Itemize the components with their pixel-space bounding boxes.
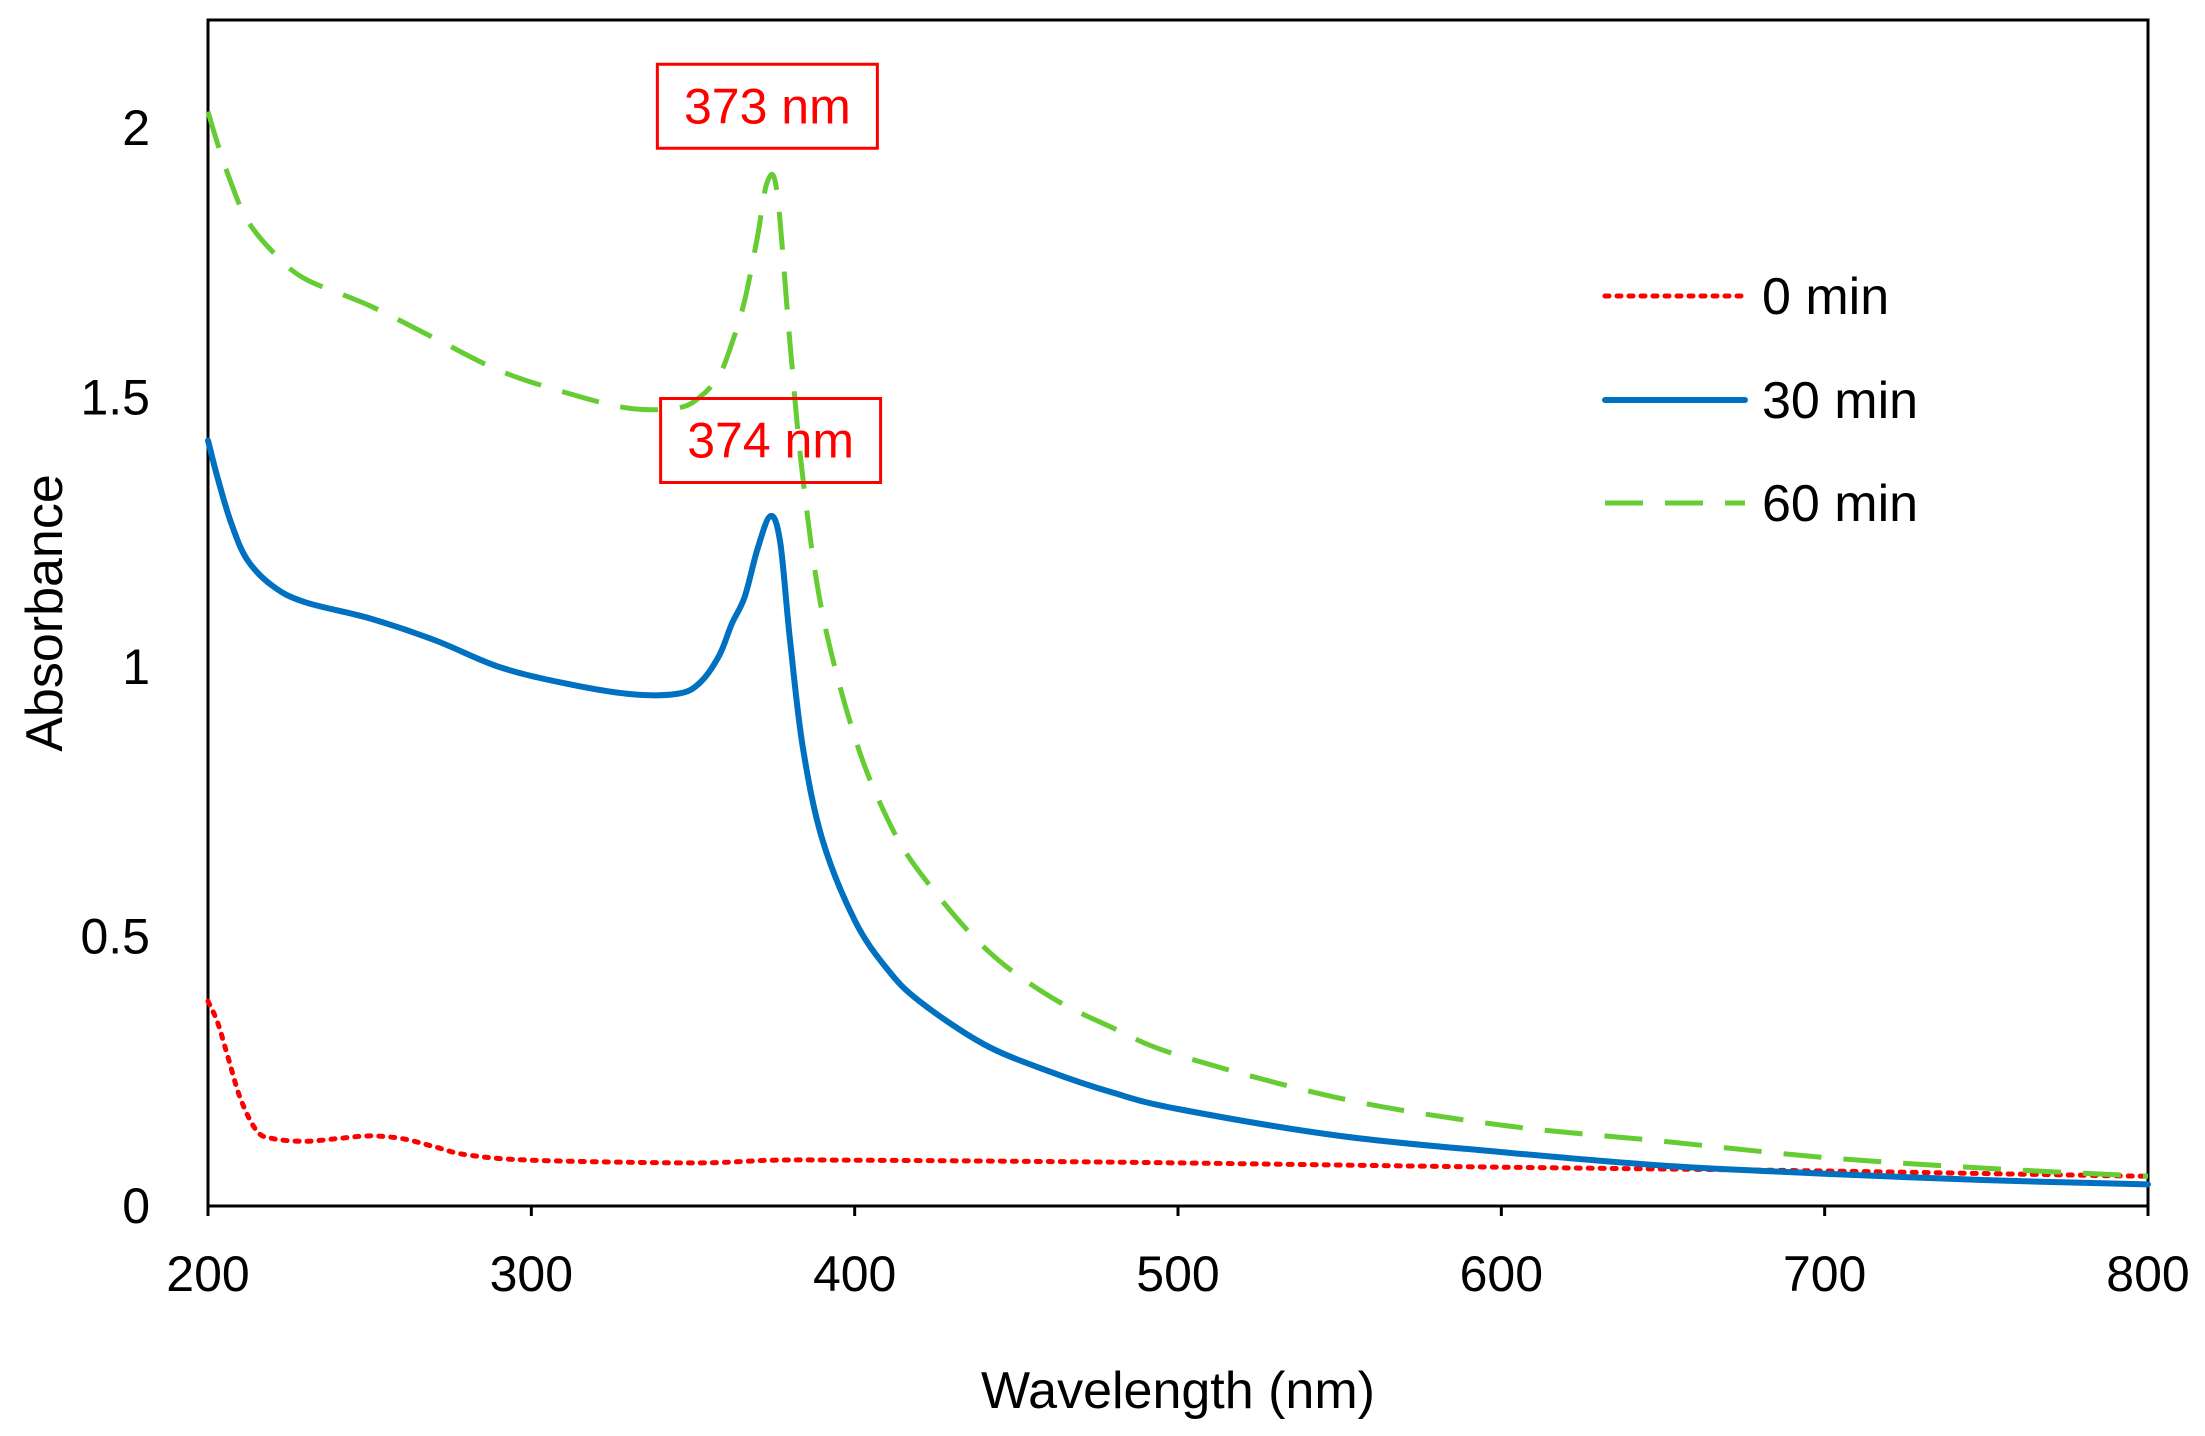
y-tick-label: 1.5 <box>80 369 150 425</box>
series-line-0-min <box>205 998 2151 1179</box>
peak-annotation-373: 373 nm <box>655 62 879 150</box>
annotation-label: 373 nm <box>684 78 851 134</box>
annotation-box <box>659 396 883 484</box>
series-line-60-min <box>205 110 2149 1179</box>
legend: 0 min 30 min 60 min <box>1602 268 1918 533</box>
y-axis-ticks: 0 0.5 1 1.5 2 <box>80 100 150 1234</box>
legend-label: 0 min <box>1762 268 1889 326</box>
x-tick-label: 400 <box>813 1246 896 1302</box>
legend-label: 60 min <box>1762 475 1918 533</box>
annotation-label: 374 nm <box>687 412 854 468</box>
x-tick-label: 300 <box>490 1246 573 1302</box>
x-tick-label: 700 <box>1783 1246 1866 1302</box>
y-tick-label: 1 <box>122 639 150 695</box>
series-lines <box>205 110 2151 1188</box>
annotation-box <box>655 62 879 150</box>
x-tick-label: 600 <box>1460 1246 1543 1302</box>
series-line-30-min <box>205 437 2151 1188</box>
x-tick-label: 800 <box>2106 1246 2189 1302</box>
legend-label: 30 min <box>1762 372 1918 430</box>
legend-item-0-min: 0 min <box>1602 268 1889 326</box>
x-axis-ticks: 200 300 400 500 600 700 800 <box>166 1206 2190 1302</box>
x-tick-label: 500 <box>1136 1246 1219 1302</box>
legend-item-60-min: 60 min <box>1605 475 1918 533</box>
y-tick-label: 2 <box>122 100 150 156</box>
y-tick-label: 0 <box>122 1178 150 1234</box>
legend-item-30-min: 30 min <box>1602 372 1918 430</box>
y-axis-title: Absorbance <box>16 474 74 752</box>
y-tick-label: 0.5 <box>80 908 150 964</box>
x-tick-label: 200 <box>166 1246 249 1302</box>
peak-annotation-374: 374 nm <box>659 396 883 484</box>
x-axis-title: Wavelength (nm) <box>981 1362 1375 1420</box>
